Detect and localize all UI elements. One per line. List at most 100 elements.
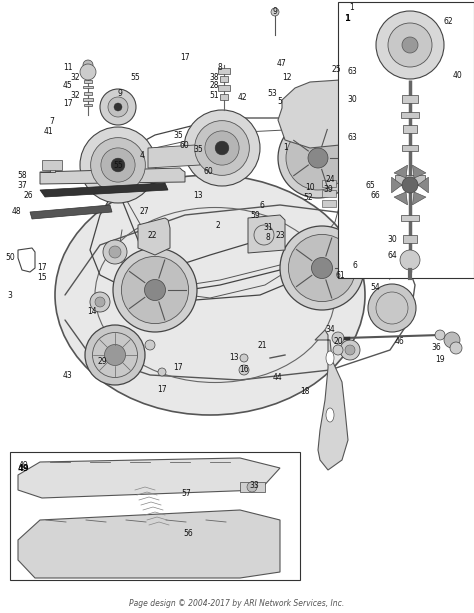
Text: 28: 28 xyxy=(209,82,219,91)
Text: 13: 13 xyxy=(229,354,239,362)
Text: 16: 16 xyxy=(239,365,249,375)
Circle shape xyxy=(240,354,248,362)
Circle shape xyxy=(100,89,136,125)
Text: 32: 32 xyxy=(70,91,80,99)
Text: 59: 59 xyxy=(250,210,260,219)
Circle shape xyxy=(80,127,156,203)
Circle shape xyxy=(103,240,127,264)
Circle shape xyxy=(215,141,229,155)
Text: 17: 17 xyxy=(37,264,47,273)
Text: 2: 2 xyxy=(216,221,220,229)
Text: 13: 13 xyxy=(193,191,203,199)
Text: 36: 36 xyxy=(431,343,441,352)
Bar xyxy=(218,85,230,91)
Circle shape xyxy=(361,178,375,192)
Text: 23: 23 xyxy=(275,230,285,240)
Polygon shape xyxy=(248,215,285,253)
Text: 66: 66 xyxy=(370,191,380,200)
Polygon shape xyxy=(315,330,348,470)
Text: 26: 26 xyxy=(23,191,33,199)
Text: 30: 30 xyxy=(387,235,397,245)
Bar xyxy=(403,125,417,133)
Text: 7: 7 xyxy=(50,118,55,126)
Polygon shape xyxy=(30,205,112,219)
Circle shape xyxy=(444,332,460,348)
Polygon shape xyxy=(40,183,168,197)
Text: 21: 21 xyxy=(257,340,267,349)
Text: 61: 61 xyxy=(335,270,345,280)
Text: 15: 15 xyxy=(37,273,47,283)
Bar xyxy=(84,80,92,83)
Bar xyxy=(218,68,230,74)
Text: 1: 1 xyxy=(344,14,350,23)
Text: 24: 24 xyxy=(325,175,335,185)
Text: 56: 56 xyxy=(183,530,193,538)
Polygon shape xyxy=(40,168,185,184)
Text: 33: 33 xyxy=(249,481,259,490)
Text: 5: 5 xyxy=(278,97,283,107)
Text: 17: 17 xyxy=(157,386,167,395)
Text: 50: 50 xyxy=(5,254,15,262)
Text: 47: 47 xyxy=(277,58,287,67)
Polygon shape xyxy=(40,162,55,172)
Polygon shape xyxy=(138,218,170,255)
Circle shape xyxy=(402,37,418,53)
Text: 58: 58 xyxy=(17,170,27,180)
Text: 52: 52 xyxy=(303,194,313,202)
Text: 8: 8 xyxy=(218,64,222,72)
Circle shape xyxy=(368,284,416,332)
Text: 60: 60 xyxy=(203,167,213,177)
Text: 53: 53 xyxy=(267,88,277,97)
Text: 45: 45 xyxy=(63,82,73,91)
Bar xyxy=(402,145,418,151)
Polygon shape xyxy=(412,165,426,178)
Polygon shape xyxy=(418,177,428,192)
Polygon shape xyxy=(394,192,408,205)
Text: 10: 10 xyxy=(305,183,315,192)
Text: 3: 3 xyxy=(8,291,12,300)
Circle shape xyxy=(376,11,444,79)
Circle shape xyxy=(114,103,122,111)
Bar xyxy=(402,95,418,103)
Circle shape xyxy=(113,248,197,332)
Circle shape xyxy=(333,345,343,355)
Text: 17: 17 xyxy=(63,99,73,109)
Circle shape xyxy=(90,292,110,312)
Text: 6: 6 xyxy=(353,261,357,270)
Text: 49: 49 xyxy=(19,462,29,471)
Circle shape xyxy=(280,226,364,310)
Polygon shape xyxy=(394,165,408,178)
Bar xyxy=(84,104,92,106)
Circle shape xyxy=(247,482,257,492)
Text: 9: 9 xyxy=(273,7,277,17)
Bar xyxy=(403,235,417,243)
Circle shape xyxy=(109,246,121,258)
Text: 54: 54 xyxy=(370,283,380,292)
Text: 1: 1 xyxy=(350,4,355,12)
Text: 38: 38 xyxy=(209,72,219,82)
Text: 63: 63 xyxy=(347,134,357,142)
Ellipse shape xyxy=(326,408,334,422)
Text: 30: 30 xyxy=(347,96,357,104)
Circle shape xyxy=(91,138,146,192)
Circle shape xyxy=(402,177,418,193)
Text: 63: 63 xyxy=(347,67,357,77)
Circle shape xyxy=(435,330,445,340)
Text: 12: 12 xyxy=(282,72,292,82)
Text: 11: 11 xyxy=(63,64,73,72)
Text: 44: 44 xyxy=(273,373,283,383)
Circle shape xyxy=(205,131,239,165)
Bar xyxy=(322,190,336,197)
Text: 22: 22 xyxy=(147,230,157,240)
Text: 19: 19 xyxy=(435,356,445,365)
Text: 55: 55 xyxy=(130,72,140,82)
Text: 6: 6 xyxy=(260,200,264,210)
Bar xyxy=(10,452,300,580)
Text: Page design © 2004-2017 by ARI Network Services, Inc.: Page design © 2004-2017 by ARI Network S… xyxy=(129,600,345,609)
Bar xyxy=(83,74,93,77)
Bar xyxy=(220,76,228,82)
Circle shape xyxy=(80,64,96,80)
Text: 4: 4 xyxy=(139,151,145,159)
Bar xyxy=(240,482,265,492)
Text: 27: 27 xyxy=(139,207,149,216)
